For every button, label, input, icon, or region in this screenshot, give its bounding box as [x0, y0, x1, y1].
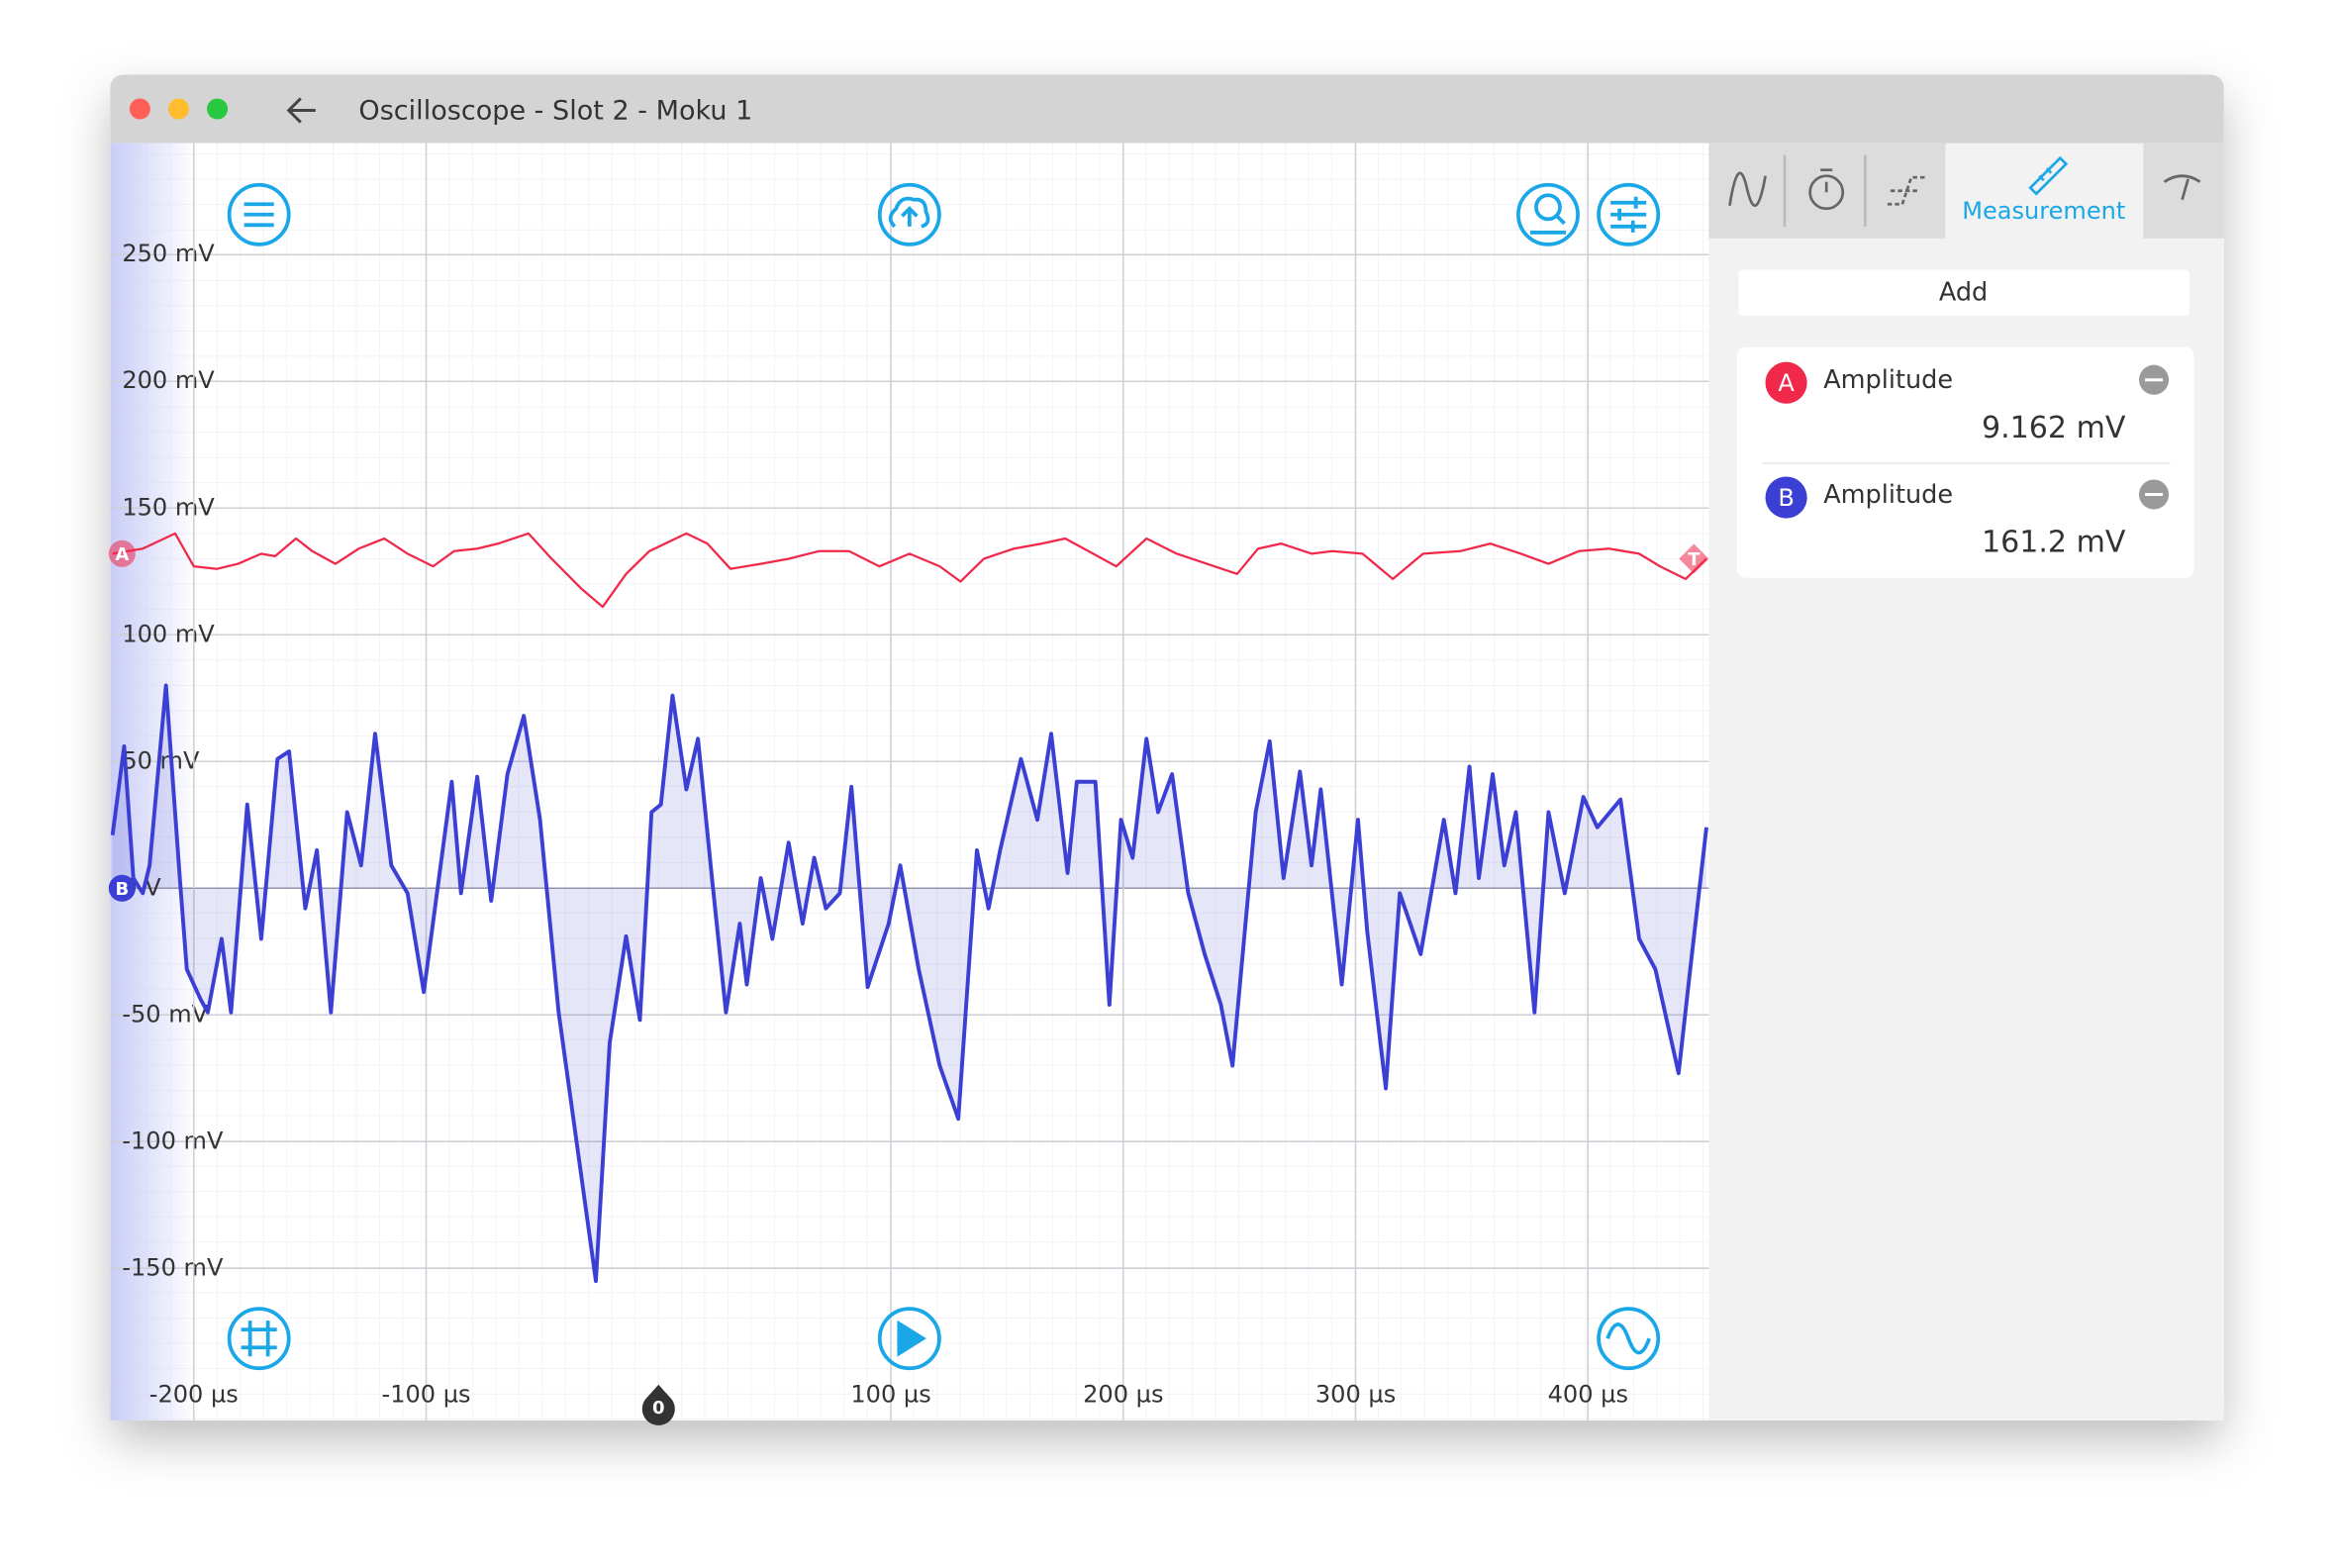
run-button[interactable]: [877, 1307, 941, 1371]
measurement-name: Amplitude: [1823, 480, 1953, 510]
y-tick-label: -50 mV: [122, 1000, 208, 1028]
channel-marker-label: A: [115, 544, 129, 565]
timebase-tab[interactable]: [1808, 168, 1845, 211]
trace-line: [110, 683, 1708, 1284]
y-tick-label: 150 mV: [122, 493, 215, 521]
trace-line: [112, 532, 1707, 609]
x-tick-label: 400 µs: [1548, 1380, 1628, 1408]
channels-button[interactable]: [1597, 1307, 1661, 1371]
zoom-control[interactable]: [1516, 182, 1580, 246]
tab-label[interactable]: Measurement: [1962, 197, 2125, 225]
traces: [110, 532, 1708, 1284]
y-tick-label: 200 mV: [122, 366, 215, 394]
measurement-name: Amplitude: [1823, 365, 1953, 395]
settings-button[interactable]: [1597, 182, 1661, 246]
probe-tab[interactable]: [2163, 174, 2201, 201]
back-button[interactable]: [286, 97, 316, 124]
active-tab[interactable]: [1945, 143, 2144, 239]
minimize-button[interactable]: [167, 98, 189, 120]
x-tick-label: 100 µs: [850, 1380, 930, 1408]
add-button-label[interactable]: Add: [1939, 277, 1988, 307]
y-tick-label: 250 mV: [122, 240, 215, 267]
x-tick-label: -200 µs: [149, 1380, 239, 1408]
time-origin-marker: [641, 1384, 675, 1425]
tab-icons: [1728, 154, 2201, 227]
measurement-icon: [2028, 155, 2069, 196]
y-tick-label: 100 mV: [122, 620, 215, 647]
trigger-tab[interactable]: [1887, 175, 1926, 206]
measurement-value: 161.2 mV: [1982, 526, 2126, 560]
cursor-button[interactable]: [227, 1307, 291, 1371]
x-tick-label: 200 µs: [1083, 1380, 1163, 1408]
measurement-value: 9.162 mV: [1982, 411, 2126, 445]
plot-controls: [227, 182, 1661, 1371]
channel-badge: [1765, 476, 1807, 519]
window-title: Oscilloscope - Slot 2 - Moku 1: [358, 96, 752, 127]
title-bar: [110, 74, 2224, 144]
channel-badge-label: A: [1778, 369, 1795, 397]
y-tick-label: -150 mV: [122, 1253, 224, 1281]
zoom-button[interactable]: [207, 98, 229, 120]
channel-marker: [108, 874, 136, 902]
channel-marker-label: B: [115, 879, 129, 900]
trigger-marker: [1679, 543, 1709, 574]
time-origin-label: 0: [652, 1398, 665, 1419]
trigger-marker-label: T: [1688, 549, 1701, 570]
channel-badge: [1765, 361, 1807, 404]
cloud-button[interactable]: [877, 182, 941, 246]
minor-grid: [110, 143, 1709, 1421]
trace-fill: [112, 685, 1706, 1282]
x-tick-label: -100 µs: [382, 1380, 471, 1408]
channel-badge-label: B: [1778, 484, 1795, 512]
offscreen-band: [110, 143, 197, 1421]
menu-button[interactable]: [227, 182, 291, 246]
waveform-tab[interactable]: [1728, 171, 1767, 207]
close-button[interactable]: [129, 98, 150, 120]
x-tick-label: 300 µs: [1315, 1380, 1396, 1408]
channel-marker: [108, 539, 136, 567]
y-tick-label: -100 mV: [122, 1127, 224, 1154]
add-button[interactable]: [1738, 269, 2190, 317]
sidebar: [1708, 143, 2224, 1421]
